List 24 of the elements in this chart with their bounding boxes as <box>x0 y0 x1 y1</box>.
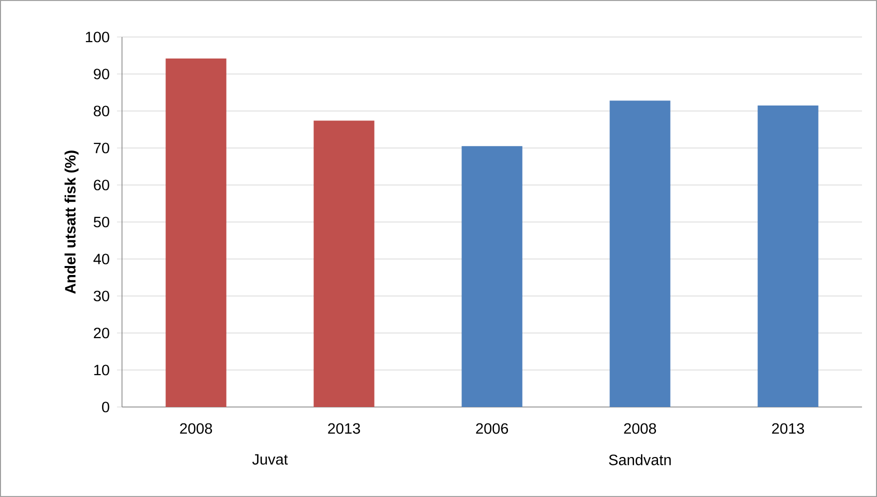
x-tick-label: 2013 <box>772 423 804 434</box>
y-tick-label: 40 <box>93 254 110 264</box>
y-tick-label: 60 <box>94 180 110 190</box>
x-tick-label: 2013 <box>328 423 360 434</box>
y-axis-title: Andel utsatt fisk (%) <box>64 150 79 294</box>
y-tick-label: 50 <box>94 216 110 228</box>
y-tick-label: 0 <box>102 402 110 412</box>
x-tick-label: 2006 <box>476 423 508 434</box>
y-tick-label: 30 <box>94 290 110 302</box>
text: Juvat <box>252 454 288 465</box>
y-tick-label: 100 <box>86 32 110 42</box>
y-tick-label: 70 <box>94 142 110 154</box>
bar <box>462 146 522 407</box>
y-tick-label: 80 <box>94 106 110 116</box>
y-tick-label: 20 <box>94 328 110 338</box>
x-tick-label: 2008 <box>180 423 212 434</box>
y-tick-label: 10 <box>94 364 110 376</box>
x-tick-label: 2008 <box>624 423 656 434</box>
bar <box>610 100 670 407</box>
bar <box>166 58 226 407</box>
y-tick-label: 90 <box>94 68 110 80</box>
text: Sandvatn <box>609 454 671 466</box>
bar <box>314 120 374 407</box>
bar <box>758 105 818 407</box>
